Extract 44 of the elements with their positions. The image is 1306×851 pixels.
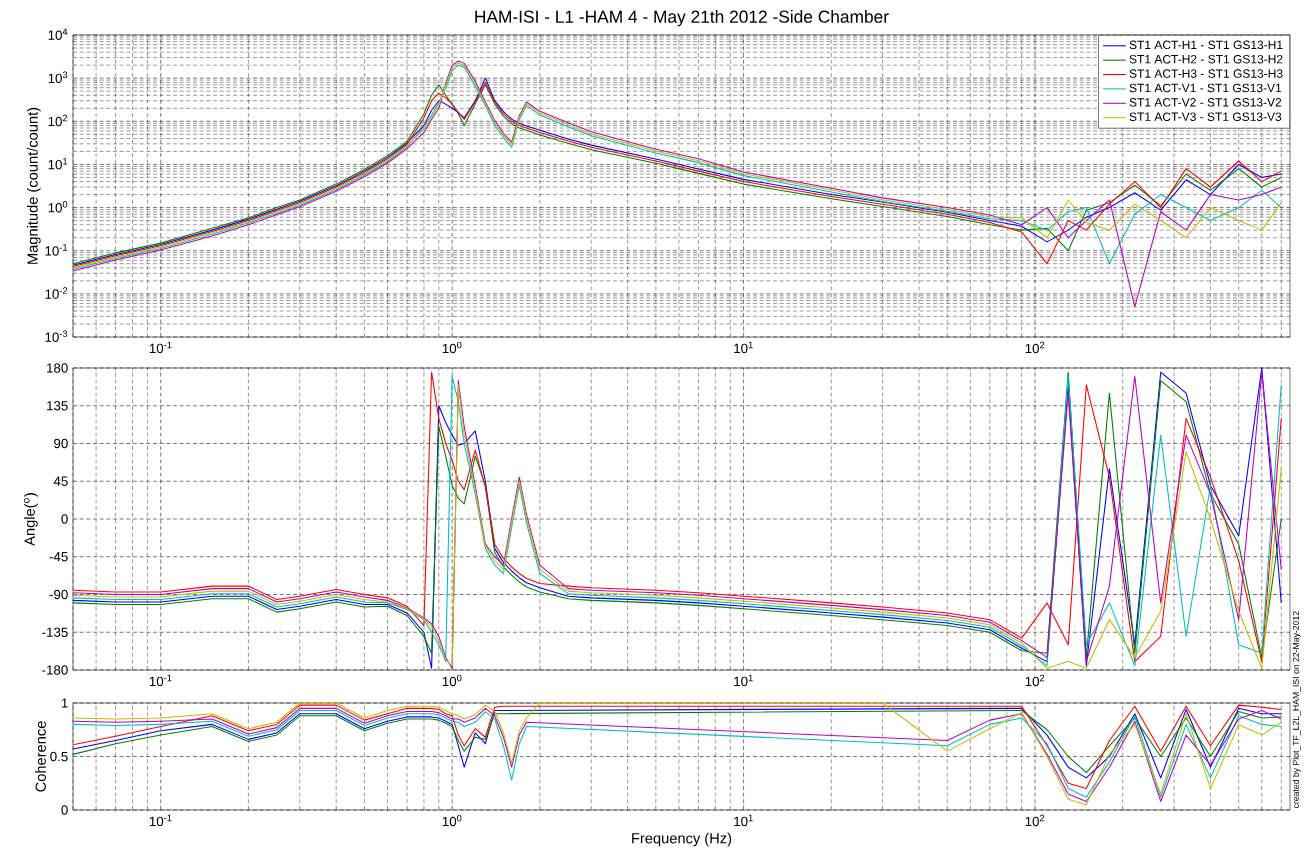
x-tick-label: 10$^{2}$ <box>1025 814 1045 827</box>
x-tick-label: 10$^{-1}$ <box>149 814 172 827</box>
y-tick-label: -135 <box>42 627 68 638</box>
y-tick-label: -45 <box>49 552 68 562</box>
x-tick-label: 10$^{2}$ <box>1025 341 1045 354</box>
x-tick-label: 10$^{-1}$ <box>149 674 172 687</box>
y-tick-label: 10$^{3}$ <box>48 71 68 84</box>
y-tick-label: 0 <box>61 514 68 524</box>
y-axis-title: Angle($^{o}$) <box>23 493 38 546</box>
y-axis-title: Coherence <box>35 721 46 792</box>
x-tick-label: 10$^{0}$ <box>442 674 462 687</box>
y-tick-label: 10$^{4}$ <box>48 28 68 41</box>
legend-label: ST1 ACT-V3 - ST1 GS13-V3 <box>1129 112 1282 122</box>
text: created by Plot_TF_L2L_HAM_ISI on 22-May-2012 <box>1292 611 1301 809</box>
y-tick-label: 10$^{-3}$ <box>45 330 68 343</box>
x-tick-label: 10$^{0}$ <box>442 341 462 354</box>
x-axis-title: Frequency (Hz) <box>632 832 732 847</box>
y-tick-label: 10$^{-2}$ <box>45 287 68 299</box>
y-tick-label: 0.5 <box>50 751 68 762</box>
x-tick-label: 10$^{1}$ <box>734 814 753 827</box>
y-tick-label: 0 <box>61 805 68 815</box>
y-tick-label: 10$^{0}$ <box>48 201 68 213</box>
y-tick-label: 90 <box>54 438 68 449</box>
legend-label: ST1 ACT-V2 - ST1 GS13-V2 <box>1129 98 1282 107</box>
y-tick-label: 10$^{1}$ <box>48 158 68 170</box>
legend-label: ST1 ACT-H3 - ST1 GS13-H3 <box>1129 69 1283 78</box>
y-tick-label: 135 <box>47 401 68 411</box>
y-tick-label: -90 <box>49 589 68 600</box>
x-tick-label: 10$^{-1}$ <box>149 341 172 354</box>
y-tick-label: 10$^{-1}$ <box>45 244 68 256</box>
y-tick-label: 1 <box>61 698 68 708</box>
legend-label: ST1 ACT-H2 - ST1 GS13-H2 <box>1129 55 1283 64</box>
y-tick-label: 45 <box>53 476 68 486</box>
x-tick-label: 10$^{1}$ <box>734 341 753 354</box>
x-tick-label: 10$^{2}$ <box>1025 674 1045 687</box>
chart-title: HAM-ISI - L1 -HAM 4 - May 21th 2012 -Side Chamber <box>475 10 889 27</box>
x-tick-label: 10$^{0}$ <box>442 814 462 827</box>
y-tick-label: 10$^{2}$ <box>48 114 68 127</box>
y-tick-label: -180 <box>42 665 68 675</box>
legend-label: ST1 ACT-V1 - ST1 GS13-V1 <box>1129 83 1282 93</box>
y-tick-label: 180 <box>47 363 68 373</box>
y-axis-title: Magnitude (count/count) <box>27 107 41 264</box>
x-tick-label: 10$^{1}$ <box>734 674 753 687</box>
legend-label: ST1 ACT-H1 - ST1 GS13-H1 <box>1129 40 1283 50</box>
